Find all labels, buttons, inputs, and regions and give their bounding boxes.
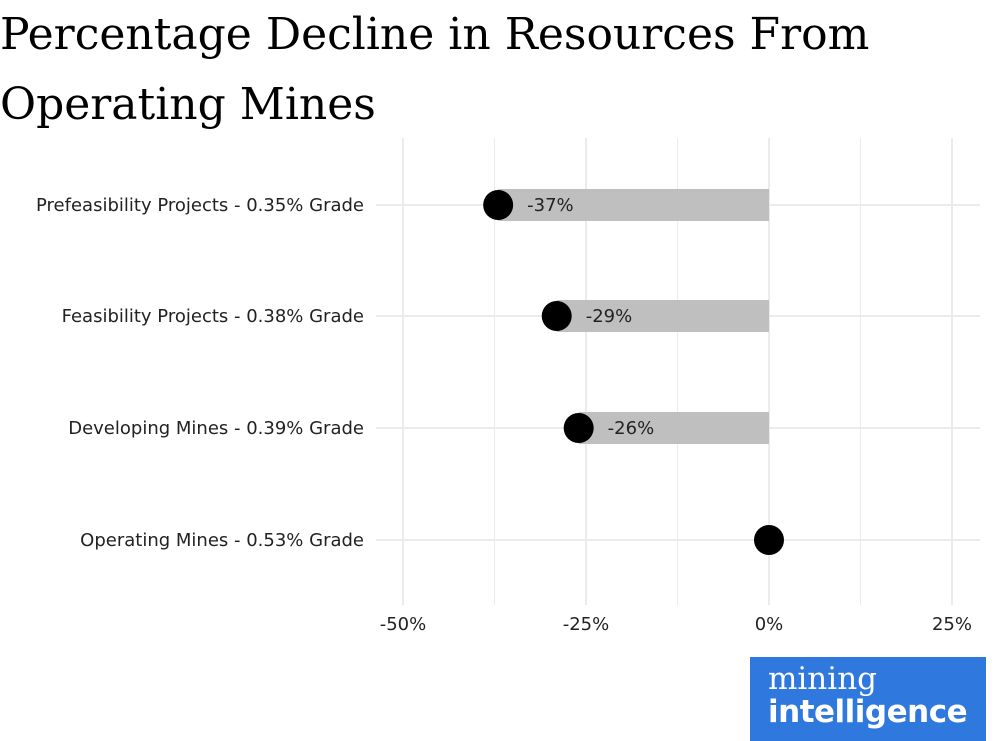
bar [498, 189, 769, 221]
chart-title-line-1: Percentage Decline in Resources From [0, 9, 870, 60]
data-label: -26% [608, 418, 655, 439]
bar [578, 412, 769, 444]
data-point [541, 301, 572, 331]
logo-text-line-2: intelligence [768, 694, 968, 730]
mining-intelligence-logo: mining intelligence [750, 657, 986, 741]
x-tick-label: -25% [563, 614, 610, 635]
data-point [483, 190, 514, 220]
chart-title-line-2: Operating Mines [0, 79, 376, 130]
category-label: Operating Mines - 0.53% Grade [80, 530, 364, 551]
x-tick-label: 25% [932, 614, 972, 635]
bar [556, 300, 769, 332]
logo-text-line-1: mining [768, 661, 877, 697]
data-point [754, 525, 784, 555]
x-tick-label: -50% [380, 614, 427, 635]
data-point [563, 413, 594, 443]
data-label: -29% [586, 306, 633, 327]
data-label: -37% [527, 195, 574, 216]
category-label: Prefeasibility Projects - 0.35% Grade [36, 195, 364, 216]
x-tick-label: 0% [755, 614, 784, 635]
category-label: Developing Mines - 0.39% Grade [68, 418, 364, 439]
chart-plot: -50% -25% 0% 25% Prefeasibility Projects - 0… [36, 138, 980, 635]
category-label: Feasibility Projects - 0.38% Grade [62, 306, 364, 327]
chart-title: Percentage Decline in Resources From Ope… [0, 0, 1000, 140]
